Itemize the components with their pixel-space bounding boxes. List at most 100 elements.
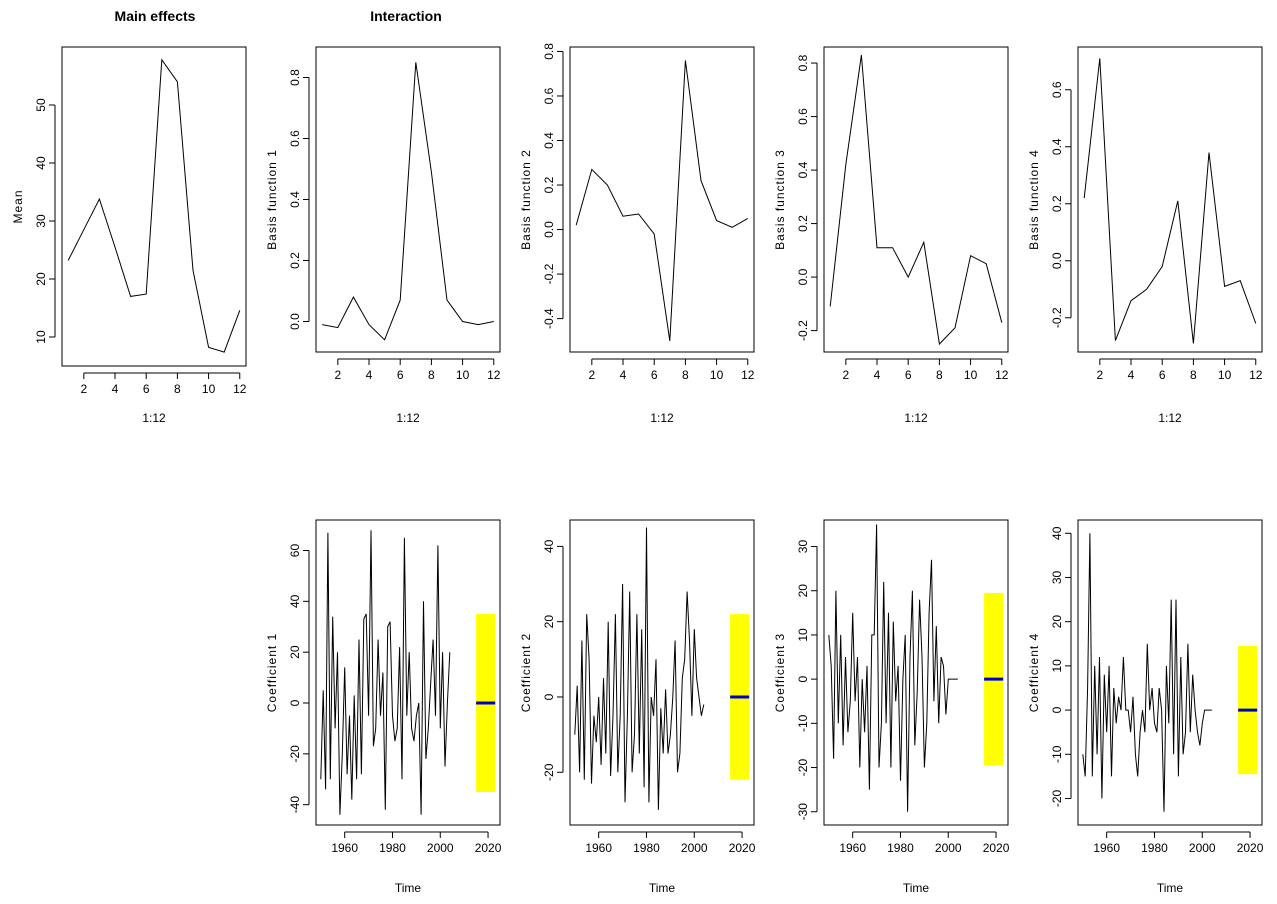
y-axis-title: Coefficient 3 [773,633,787,713]
y-tick-label: 20 [34,272,48,286]
x-tick-label: 1980 [633,841,660,855]
y-tick-label: 0.8 [542,43,556,60]
y-tick-label: 0.0 [796,268,810,285]
y-axis-title: Mean [11,189,25,223]
panel-2: 2 4 6 8 10 12 0.0 0.2 0.4 0.6 0.8 1:12 Basis functio… [265,46,501,425]
series-line [829,54,1003,346]
x-tick-label: 2020 [1237,841,1264,855]
y-tick-label: 0.0 [1050,252,1064,269]
x-tick-label: 2020 [475,841,502,855]
series-line [67,58,241,353]
y-tick-label: 0 [796,675,810,682]
y-tick-label: 0.0 [288,313,302,330]
x-tick-label: 2020 [729,841,756,855]
x-tick-label: 8 [174,382,181,396]
x-tick-label: 2 [588,368,595,382]
x-tick-label: 10 [202,382,216,396]
y-tick-label: -0.2 [1050,307,1064,328]
panel-7: 1960 1980 2000 2020 -20 0 20 40 Time Coefficient … [519,519,756,895]
panel-9: 1960 1980 2000 2020 -20 -10 0 10 20 30 40 Time Coeff… [1027,519,1264,895]
x-tick-label: 2 [842,368,849,382]
y-axis-title: Basis function 3 [773,149,787,250]
y-tick-label: 0.2 [796,215,810,232]
panel-4: 2 4 6 8 10 12 -0.2 0.0 0.2 0.4 0.6 0.8 1:12 Basis fun… [773,46,1009,425]
x-tick-label: 2 [1096,368,1103,382]
x-tick-label: 1960 [1093,841,1120,855]
plot-frame [315,519,501,826]
plot-frame [823,46,1009,353]
plot-frame [569,46,755,353]
y-tick-label: 20 [542,615,556,629]
y-tick-label: -0.4 [542,308,556,329]
x-tick-label: 12 [995,368,1009,382]
x-tick-label: 6 [143,382,150,396]
x-tick-label: 2000 [1189,841,1216,855]
x-tick-label: 8 [1190,368,1197,382]
x-tick-label: 12 [1249,368,1263,382]
x-axis-title: 1:12 [1158,411,1182,425]
x-tick-label: 4 [1128,368,1135,382]
y-tick-label: -0.2 [796,320,810,341]
x-tick-label: 12 [233,382,247,396]
y-tick-label: 0.4 [542,132,556,149]
x-tick-label: 6 [905,368,912,382]
plot-frame [823,519,1009,826]
panel-8: 1960 1980 2000 2020 -30 -20 -10 0 10 20 30 Time Coef… [773,519,1010,895]
x-tick-label: 6 [1159,368,1166,382]
x-tick-label: 12 [487,368,501,382]
plot-frame [1077,519,1263,826]
x-tick-label: 8 [682,368,689,382]
y-tick-label: -10 [1050,745,1064,763]
y-tick-label: -20 [1050,789,1064,807]
y-tick-label: -20 [796,759,810,777]
x-tick-label: 2000 [935,841,962,855]
y-tick-label: 30 [1050,570,1064,584]
y-tick-label: 0 [1050,706,1064,713]
plot-frame [61,46,247,367]
y-tick-label: 40 [288,594,302,608]
x-tick-label: 6 [651,368,658,382]
x-tick-label: 1960 [331,841,358,855]
plot-frame [1077,46,1263,353]
y-tick-label: 0.0 [542,221,556,238]
x-axis-title: Time [1157,881,1184,895]
plot-frame [315,46,501,353]
y-tick-label: 0.8 [288,69,302,86]
x-tick-label: 2 [334,368,341,382]
y-tick-label: 60 [288,544,302,558]
x-tick-label: 10 [964,368,978,382]
title-main-effects: Main effects [115,8,196,24]
y-tick-label: 10 [1050,659,1064,673]
y-tick-label: 0.2 [288,252,302,269]
x-tick-label: 10 [456,368,470,382]
x-axis-title: Time [395,881,422,895]
y-tick-label: 20 [288,645,302,659]
x-axis-title: 1:12 [650,411,674,425]
y-tick-label: 0.6 [542,87,556,104]
y-tick-label: 20 [1050,615,1064,629]
y-axis-title: Basis function 4 [1027,149,1041,250]
y-tick-label: -40 [288,796,302,814]
y-tick-label: 50 [34,98,48,112]
y-tick-label: -30 [796,803,810,821]
series-line [828,524,958,812]
panel-3: 2 4 6 8 10 12 -0.4 -0.2 0.0 0.2 0.4 0.6 0.8 1:12 Basis… [519,43,755,425]
x-axis-title: 1:12 [396,411,420,425]
x-tick-label: 2000 [681,841,708,855]
plot-frame [569,519,755,826]
series-line [322,62,494,341]
title-interaction: Interaction [370,8,442,24]
x-tick-label: 8 [428,368,435,382]
x-axis-title: Time [649,881,676,895]
y-tick-label: 0.4 [796,161,810,178]
series-line [1082,533,1212,812]
panel-1: 2 4 6 8 10 12 10 20 30 40 50 1:12 Mean [11,46,247,425]
y-tick-label: 0.8 [796,54,810,71]
y-tick-label: 0.4 [288,191,302,208]
y-tick-label: 0.4 [1050,138,1064,155]
x-tick-label: 4 [112,382,119,396]
x-axis-title: 1:12 [142,411,166,425]
series-line [320,530,451,815]
x-tick-label: 8 [936,368,943,382]
